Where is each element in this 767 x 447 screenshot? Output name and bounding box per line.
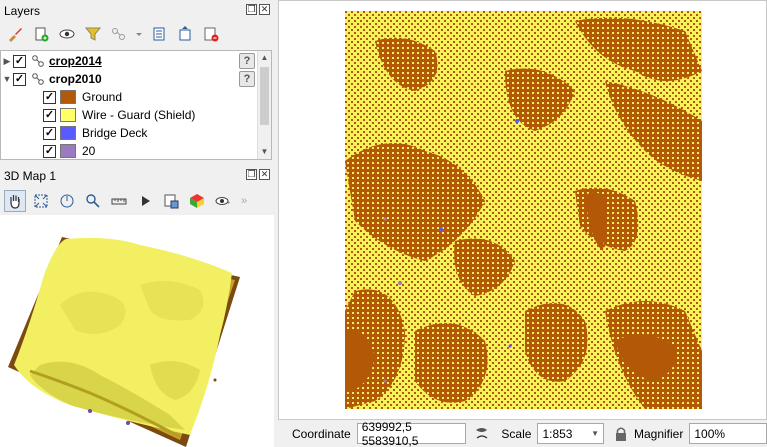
layer-name-crop2010: crop2010 [49,72,102,86]
legend-swatch-20 [60,144,76,158]
legend-checkbox[interactable]: ✓ [43,126,56,140]
legend-label: Ground [82,90,123,104]
remove-layer-icon[interactable] [200,23,222,45]
magnifier-value: 100% [694,426,726,441]
pan-hand-icon[interactable] [4,190,26,212]
scale-label: Scale [501,426,532,441]
layer-row-crop2014[interactable]: ▶ ✓ crop2014 ? [1,52,259,70]
lock-icon[interactable] [614,426,628,442]
legend-item[interactable]: ✓ Bridge Deck [1,124,259,142]
map3d-panel-title-bar: 3D Map 1 ❐ ✕ [0,167,274,185]
legend-checkbox[interactable]: ✓ [43,108,56,122]
legend-label: Wire - Guard (Shield) [82,108,196,122]
float-panel-icon[interactable]: ❐ [246,4,257,15]
chevron-down-icon[interactable]: ▼ [591,429,599,438]
legend-item[interactable]: ✓ Wire - Guard (Shield) [1,106,259,124]
legend-swatch-bridge-deck [60,126,76,140]
legend-label: 20 [82,144,96,158]
add-group-icon[interactable] [30,23,52,45]
export-3d-scene-icon[interactable] [186,190,208,212]
collapse-all-icon[interactable] [174,23,196,45]
left-dock: Layers ❐ ✕ ▶ ✓ crop2014 ? ▼ ✓ crop2010 ? [0,0,274,447]
expand-all-icon[interactable] [148,23,170,45]
zoom-full-icon[interactable] [30,190,52,212]
filter-icon[interactable] [82,23,104,45]
layers-toolbar [0,20,274,48]
legend-item[interactable]: ✓ Ground [1,88,259,106]
float-panel-icon[interactable]: ❐ [246,169,257,180]
eye-icon[interactable] [56,23,78,45]
style-brush-icon[interactable] [4,23,26,45]
layer-tree: ▶ ✓ crop2014 ? ▼ ✓ crop2010 ? ✓ Ground ✓… [0,50,272,160]
scale-dropdown[interactable]: 1:853 ▼ [537,423,604,444]
layer-checkbox-crop2010[interactable]: ✓ [13,72,26,86]
expand-arrow-icon[interactable]: ▶ [3,55,11,66]
coordinate-field[interactable]: 639992,5 5583910,5 [356,419,467,447]
scale-value: 1:853 [542,426,573,441]
legend-swatch-wire-guard [60,108,76,122]
save-image-icon[interactable] [160,190,182,212]
legend-swatch-ground [60,90,76,104]
coordinate-toggle-icon[interactable] [473,425,491,443]
help-icon[interactable]: ? [239,71,255,87]
magnifier-label: Magnifier [634,426,684,441]
measure-line-icon[interactable] [108,190,130,212]
scroll-down-icon[interactable]: ▼ [260,147,269,156]
collapse-arrow-icon[interactable]: ▼ [2,74,12,84]
dropdown-chevron-icon[interactable] [134,23,144,45]
play-animation-icon[interactable] [134,190,156,212]
point-cloud-layer-icon [30,72,46,86]
legend-checkbox[interactable]: ✓ [43,90,56,104]
help-icon[interactable]: ? [239,53,255,69]
filter-expression-icon[interactable] [108,23,130,45]
status-bar: Coordinate 639992,5 5583910,5 Scale 1:85… [278,420,767,447]
layer-checkbox-crop2014[interactable]: ✓ [13,54,26,68]
scrollbar-thumb[interactable] [260,67,269,125]
map-canvas[interactable] [278,0,767,420]
legend-label: Bridge Deck [82,126,148,140]
coordinate-value: 639992,5 5583910,5 [361,419,419,447]
raster-image [345,11,702,409]
map3d-view[interactable] [0,215,274,447]
legend-checkbox[interactable]: ✓ [43,144,56,158]
magnifier-field[interactable]: 100% [689,423,767,444]
layer-row-crop2010[interactable]: ▼ ✓ crop2010 ? [1,70,259,88]
layers-panel-title: Layers [4,4,41,18]
map3d-render [8,237,240,447]
camera-rotate-icon[interactable] [56,190,78,212]
point-cloud-layer-icon [30,54,46,68]
identify-icon[interactable] [82,190,104,212]
scroll-up-icon[interactable]: ▲ [260,53,269,62]
layer-tree-scrollbar[interactable]: ▲ ▼ [257,51,271,159]
coordinate-label: Coordinate [292,426,351,441]
view-options-eye-icon[interactable] [212,190,234,212]
layers-panel-title-bar: Layers ❐ ✕ [0,2,274,20]
map3d-toolbar: » [0,187,274,215]
layer-name-crop2014: crop2014 [49,54,102,68]
map3d-panel-title: 3D Map 1 [4,169,57,183]
close-panel-icon[interactable]: ✕ [259,169,270,180]
classified-raster [345,11,702,409]
legend-item[interactable]: ✓ 20 [1,142,259,159]
close-panel-icon[interactable]: ✕ [259,4,270,15]
toolbar-overflow-icon[interactable]: » [240,195,248,207]
